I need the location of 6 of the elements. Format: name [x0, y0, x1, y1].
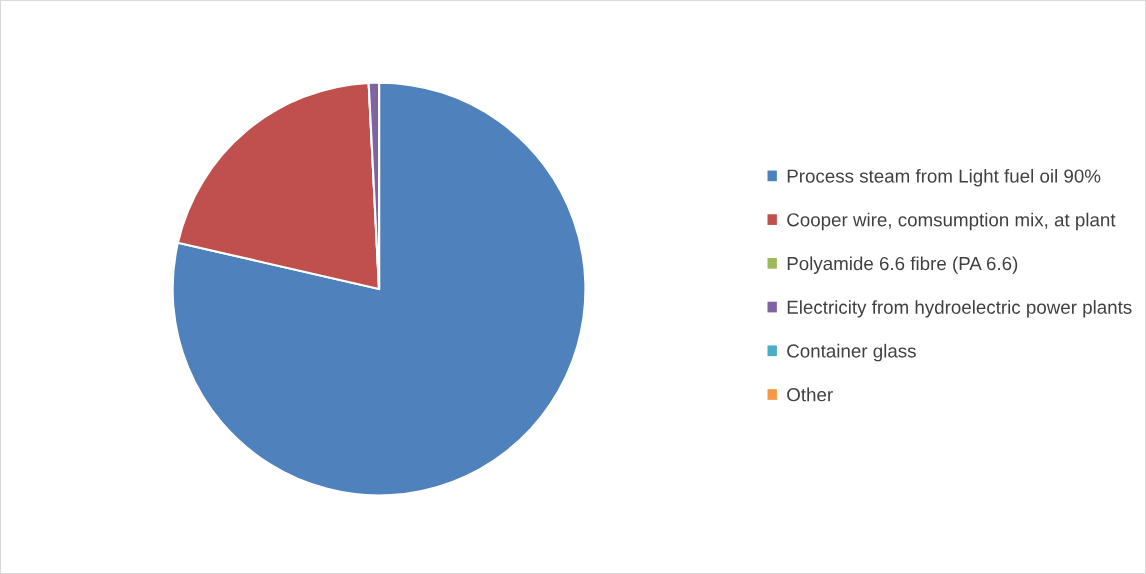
legend-label: Electricity from hydroelectric power plants — [787, 300, 1132, 318]
legend-label: Other — [787, 387, 833, 402]
legend-label: Process steam from Light fuel oil 90% — [787, 168, 1101, 187]
legend-label: Container glass — [787, 343, 916, 362]
legend-label: Polyamide 6.6 fibre (PA 6.6) — [787, 256, 1018, 274]
legend-label: Cooper wire, comsumption mix, at plant — [787, 212, 1116, 231]
